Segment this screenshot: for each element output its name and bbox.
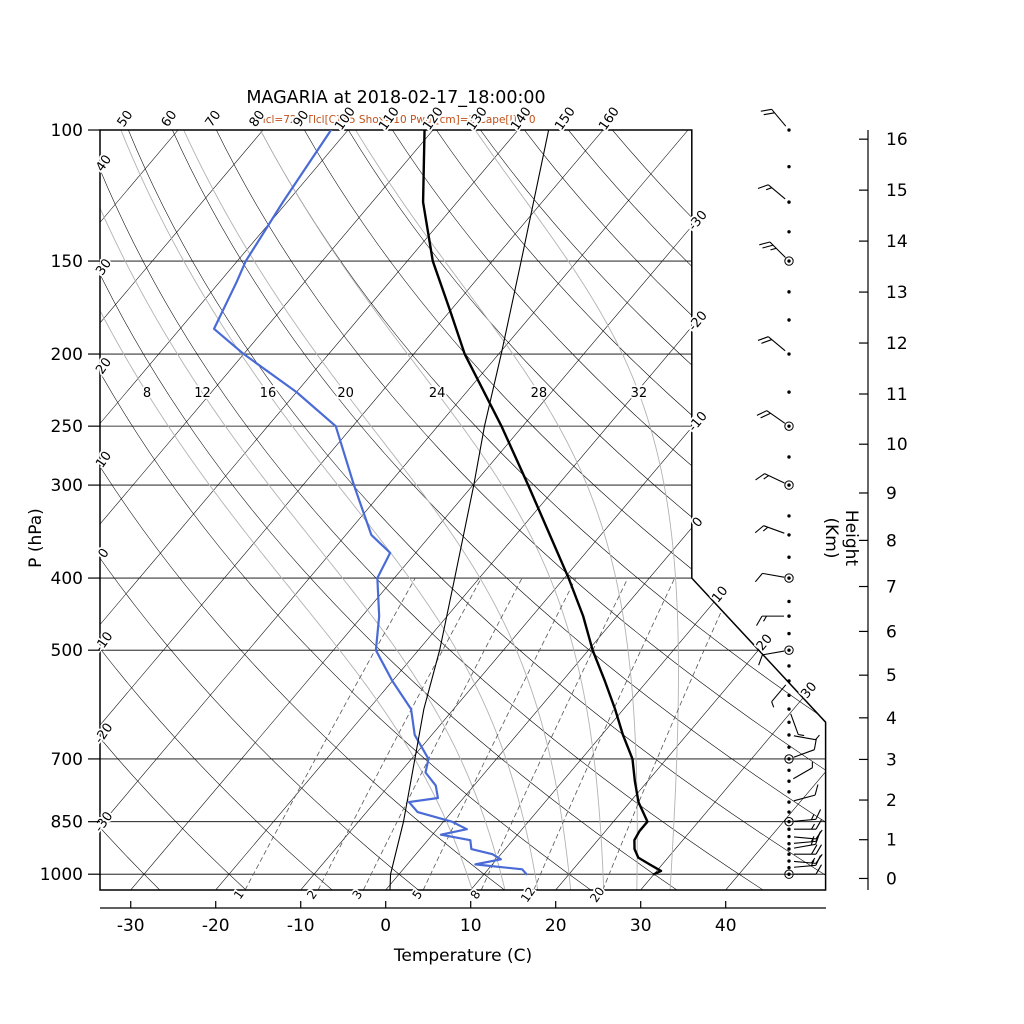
svg-text:250: 250 [51,417,83,437]
svg-text:5: 5 [886,666,897,686]
svg-text:60: 60 [159,108,181,130]
height-axis-label: Height (Km) [821,509,861,567]
svg-text:7: 7 [886,578,897,598]
svg-text:0: 0 [96,546,113,561]
svg-text:40: 40 [715,916,737,936]
svg-text:9: 9 [886,484,897,504]
svg-text:30: 30 [630,916,652,936]
svg-text:24: 24 [429,386,446,401]
svg-text:12: 12 [886,334,908,354]
svg-text:10: 10 [886,435,908,455]
svg-text:-30: -30 [686,208,711,234]
svg-text:100: 100 [51,121,83,141]
dewpoint-line [212,130,528,876]
svg-text:200: 200 [51,345,83,365]
sounding-curves [212,130,663,890]
svg-text:140: 140 [508,105,535,134]
svg-text:10: 10 [460,916,482,936]
svg-text:-20: -20 [92,721,116,747]
svg-text:0: 0 [886,869,897,889]
svg-text:6: 6 [886,622,897,642]
pressure-axis-label: P (hPa) [26,508,46,568]
svg-text:100: 100 [332,105,359,134]
svg-text:8: 8 [886,531,897,551]
svg-text:50: 50 [115,108,137,130]
svg-text:70: 70 [203,108,225,130]
plot-outline [99,129,827,891]
svg-text:-10: -10 [92,629,116,655]
svg-text:8: 8 [143,386,151,401]
svg-text:40: 40 [93,152,115,174]
svg-text:15: 15 [886,181,908,201]
svg-text:28: 28 [531,386,548,401]
svg-text:10: 10 [93,449,115,471]
svg-text:16: 16 [260,386,277,401]
svg-text:-30: -30 [117,916,145,936]
svg-text:-10: -10 [287,916,315,936]
svg-text:1000: 1000 [40,865,83,885]
svg-text:120: 120 [420,105,447,134]
chart-subtitle: Plcl=728 Tlcl[C]=5 Shox=10 Pwat[cm]=2 Ca… [256,114,536,126]
wind-barb-column [754,108,823,879]
svg-text:11: 11 [886,385,908,405]
svg-text:80: 80 [247,108,269,130]
svg-text:12: 12 [194,386,211,401]
svg-text:150: 150 [552,105,579,134]
svg-text:3: 3 [886,750,897,770]
temperature-line [421,130,663,876]
svg-text:160: 160 [596,105,623,134]
svg-text:700: 700 [51,750,83,770]
svg-text:-20: -20 [686,308,711,334]
svg-text:20: 20 [93,355,115,377]
svg-text:20: 20 [545,916,567,936]
svg-text:300: 300 [51,476,83,496]
svg-text:150: 150 [51,252,83,272]
svg-text:16: 16 [886,130,908,150]
chart-title: MAGARIA at 2018-02-17_18:00:00 [246,88,546,108]
x-axis-label: Temperature (C) [393,946,533,966]
svg-text:1: 1 [886,831,897,851]
svg-text:90: 90 [291,108,313,130]
background-grid [100,130,826,890]
svg-text:2: 2 [886,791,897,811]
svg-text:400: 400 [51,569,83,589]
svg-text:110: 110 [376,105,403,134]
svg-text:30: 30 [93,256,115,278]
svg-text:10: 10 [709,584,731,606]
axes: -30 -20 -10 0 10 20 30 401001502002503004005007… [40,121,908,936]
svg-text:32: 32 [631,386,648,401]
svg-text:850: 850 [51,813,83,833]
svg-text:30: 30 [798,679,820,701]
svg-text:0: 0 [380,916,391,936]
svg-text:14: 14 [886,232,908,252]
svg-text:500: 500 [51,641,83,661]
svg-text:-20: -20 [202,916,230,936]
parcel_trace-line [389,130,550,890]
svg-text:4: 4 [886,709,897,729]
svg-text:130: 130 [464,105,491,134]
svg-text:20: 20 [587,884,607,905]
svg-text:20: 20 [337,386,354,401]
svg-text:13: 13 [886,283,908,303]
